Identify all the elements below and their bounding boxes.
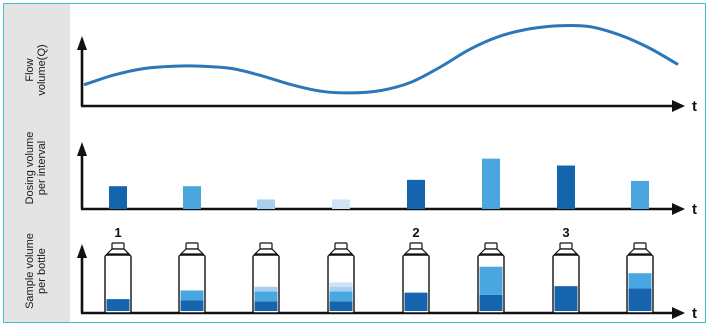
bottle-fill-layer [254, 301, 278, 311]
bottle-cap [185, 242, 199, 250]
flow-volume-curve [83, 23, 679, 95]
bottle-cap [334, 242, 348, 250]
dosing-bar [109, 186, 127, 209]
bottle-fill-layer [106, 299, 130, 311]
dosing-y-axis-arrow [77, 142, 87, 156]
bottle-fill-layer [329, 301, 353, 311]
bottle-fill-layer [329, 282, 353, 287]
bottle-number-label: 2 [412, 225, 419, 240]
bottle-fill-layer [254, 286, 278, 292]
flow-x-axis-arrow [672, 100, 685, 112]
dosing-panel: t [77, 142, 697, 218]
bottle-cap [111, 242, 125, 250]
sample-x-axis-arrow [672, 307, 685, 319]
bottle-neck [179, 248, 205, 255]
bottle-neck [478, 248, 504, 255]
label-sidebar [4, 4, 70, 322]
bottle-neck [553, 248, 579, 255]
bottle-cap [559, 242, 573, 250]
bottle-fill-layer [628, 273, 652, 289]
dosing-x-axis-arrow [672, 203, 685, 215]
bottle-neck [403, 248, 429, 255]
bottle-fill-layer [404, 292, 428, 311]
bottle-fill-layer [254, 291, 278, 302]
bottle-body [104, 254, 132, 314]
sample-y-axis-arrow [77, 244, 87, 258]
bottle-number-label: 3 [562, 225, 569, 240]
flow-y-axis-arrow [77, 36, 87, 50]
bottle-neck [105, 248, 131, 255]
bottle-cap [259, 242, 273, 250]
diagram-frame [3, 3, 706, 323]
bottle-cap [409, 242, 423, 250]
flow-panel: t [77, 23, 697, 115]
bottle-fill-layer [554, 286, 578, 311]
bottle-fill-layer [329, 291, 353, 302]
bottle-fill-layer [329, 286, 353, 292]
bottle-neck [328, 248, 354, 255]
sample-panel: t 1 2 3 [77, 225, 697, 322]
dosing-bar [407, 179, 425, 209]
dosing-bar [631, 180, 649, 209]
bottle-fill-layer [479, 294, 503, 311]
bottle-fill-layer [479, 266, 503, 295]
bottle-fill-layer [180, 300, 204, 311]
bottle-cap [484, 242, 498, 250]
sample-t-label: t [692, 305, 697, 322]
dosing-t-label: t [692, 201, 697, 218]
dosing-bar [482, 158, 500, 209]
bottle-neck [627, 248, 653, 255]
bottle-cap [633, 242, 647, 250]
flow-t-label: t [692, 98, 697, 115]
dosing-bar [183, 186, 201, 209]
bottle-fill-layer [180, 290, 204, 301]
bottle-neck [253, 248, 279, 255]
dosing-bar [557, 165, 575, 209]
dosing-bar [257, 199, 275, 209]
bottle-number-label: 1 [114, 225, 121, 240]
bottle-fill-layer [628, 288, 652, 311]
dosing-bar [332, 199, 350, 209]
